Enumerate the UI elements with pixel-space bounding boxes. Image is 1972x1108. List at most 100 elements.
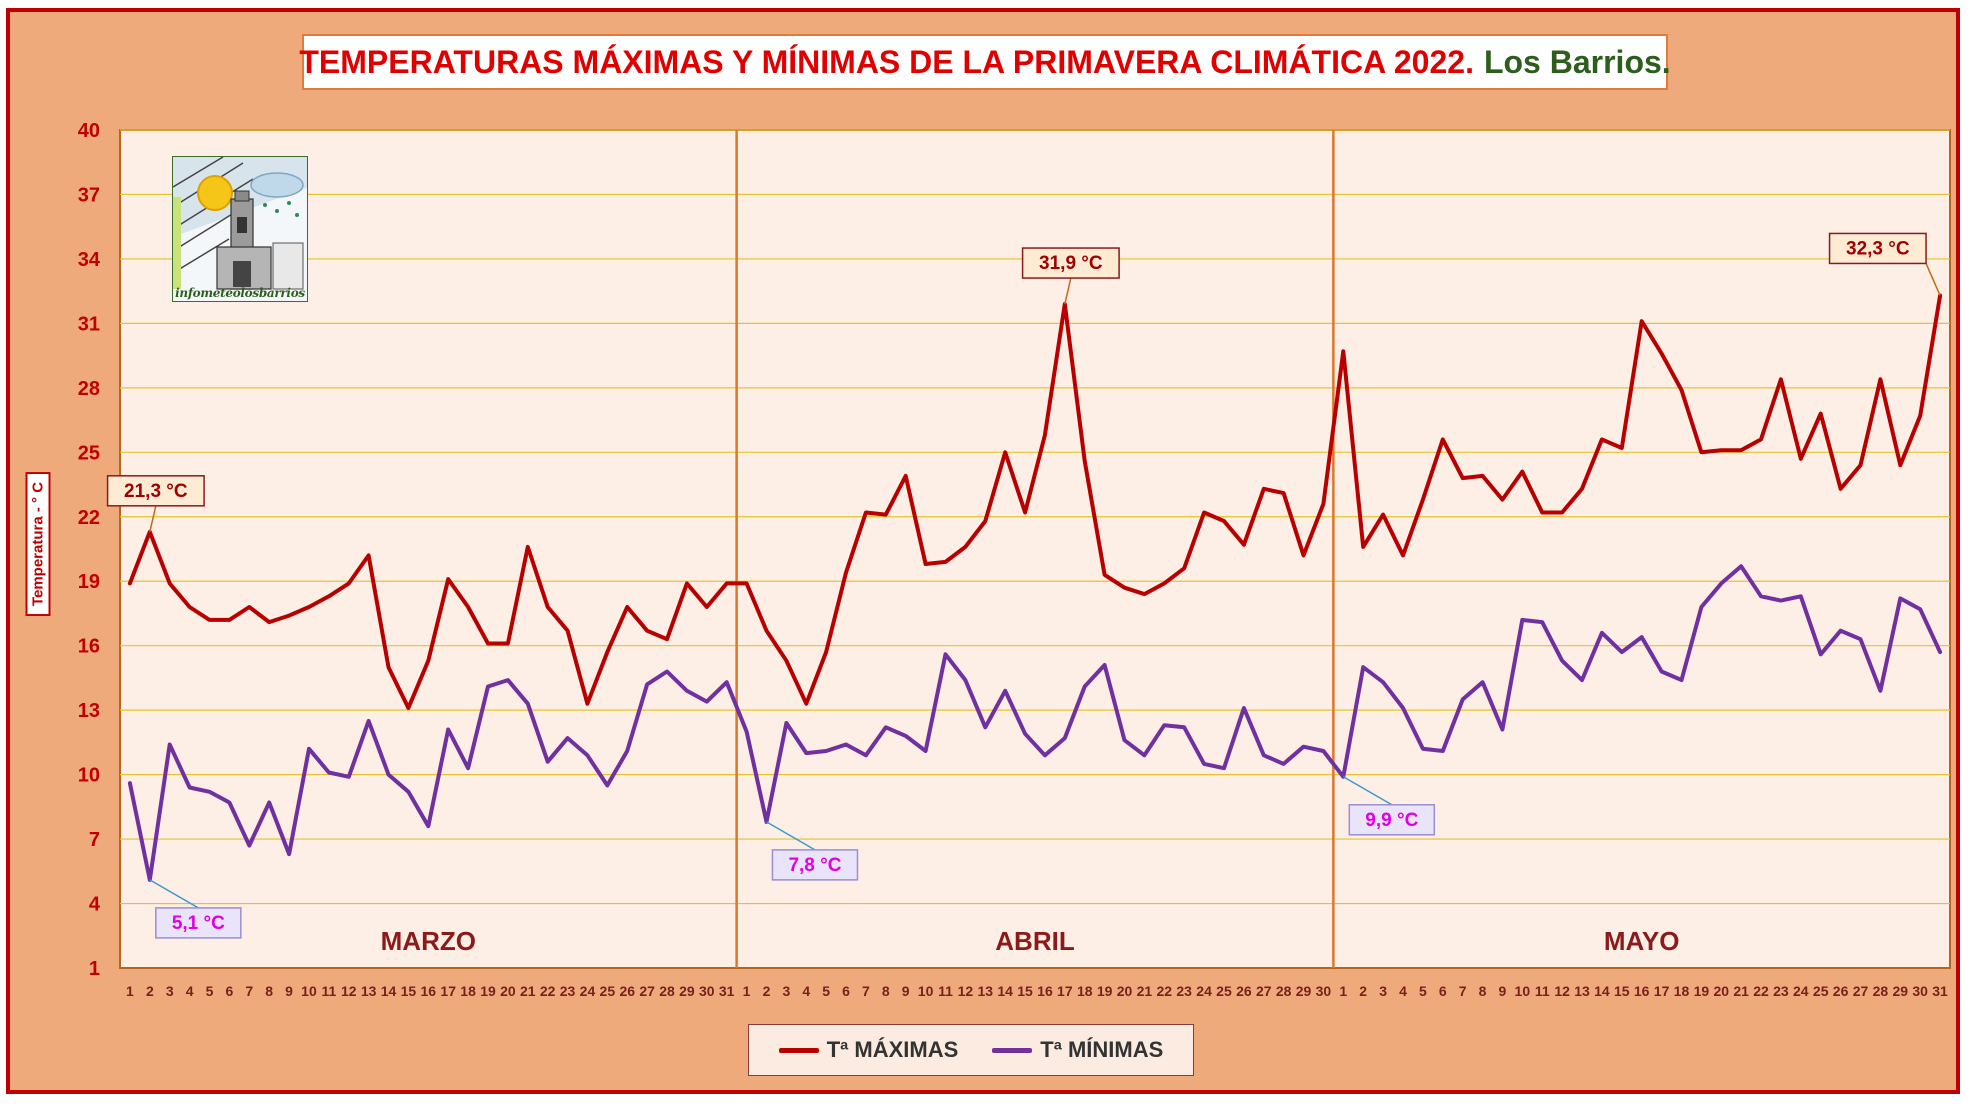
annotation-leader — [149, 879, 199, 909]
x-tick-label: 16 — [1037, 983, 1053, 999]
x-tick-label: 13 — [977, 983, 993, 999]
x-tick-label: 24 — [1793, 983, 1809, 999]
x-tick-label: 6 — [1439, 983, 1447, 999]
x-tick-label: 24 — [1196, 983, 1212, 999]
x-tick-label: 5 — [206, 983, 214, 999]
y-tick-label: 37 — [78, 184, 100, 206]
y-tick-label: 4 — [89, 894, 101, 916]
annotation-box — [771, 849, 859, 881]
x-tick-label: 26 — [619, 983, 635, 999]
annotation-box — [1828, 232, 1927, 265]
x-tick-label: 31 — [719, 983, 735, 999]
y-tick-label: 10 — [78, 765, 100, 787]
x-tick-label: 14 — [997, 983, 1013, 999]
legend-item-min: Tª MÍNIMAS — [992, 1037, 1163, 1063]
logo-image — [173, 157, 307, 301]
x-tick-label: 3 — [166, 983, 174, 999]
x-tick-label: 22 — [540, 983, 556, 999]
x-tick-label: 30 — [1912, 983, 1928, 999]
month-label: ABRIL — [995, 926, 1075, 956]
x-tick-label: 19 — [1694, 983, 1710, 999]
chart-title: TEMPERATURAS MÁXIMAS Y MÍNIMAS DE LA PRI… — [299, 34, 1671, 90]
x-tick-label: 6 — [226, 983, 234, 999]
y-tick-label: 19 — [78, 571, 100, 593]
x-tick-label: 30 — [699, 983, 715, 999]
x-tick-label: 17 — [1057, 983, 1073, 999]
x-tick-label: 1 — [126, 983, 134, 999]
x-tick-label: 7 — [862, 983, 870, 999]
x-tick-label: 10 — [918, 983, 934, 999]
x-tick-label: 2 — [1359, 983, 1367, 999]
legend-label-max: Tª MÁXIMAS — [826, 1037, 959, 1062]
y-tick-label: 22 — [78, 507, 100, 529]
y-tick-label: 1 — [89, 958, 100, 980]
x-tick-label: 8 — [1479, 983, 1487, 999]
y-tick-label: 13 — [78, 700, 100, 722]
y-tick-label: 7 — [89, 829, 100, 851]
x-tick-label: 13 — [1574, 983, 1590, 999]
month-label: MAYO — [1604, 926, 1680, 956]
x-tick-label: 21 — [1733, 983, 1749, 999]
x-tick-label: 30 — [1316, 983, 1332, 999]
x-tick-label: 14 — [381, 983, 397, 999]
x-tick-label: 28 — [659, 983, 675, 999]
x-tick-label: 23 — [1773, 983, 1789, 999]
annotation-box — [1348, 804, 1436, 836]
x-tick-label: 20 — [500, 983, 516, 999]
x-tick-label: 24 — [580, 983, 596, 999]
x-tick-label: 23 — [1176, 983, 1192, 999]
legend-item-max: Tª MÁXIMAS — [778, 1037, 959, 1063]
x-tick-label: 23 — [560, 983, 576, 999]
annotation-box — [106, 475, 205, 507]
x-tick-label: 20 — [1117, 983, 1133, 999]
x-tick-label: 29 — [1892, 983, 1908, 999]
logo-text: infometeolosbarrios — [175, 286, 305, 300]
x-tick-label: 3 — [1379, 983, 1387, 999]
y-tick-label: 40 — [78, 120, 100, 142]
x-tick-label: 26 — [1236, 983, 1252, 999]
x-tick-label: 31 — [1932, 983, 1948, 999]
chart-legend: Tª MÁXIMAS Tª MÍNIMAS — [748, 1024, 1194, 1076]
annotation-label: 9,9 °C — [1365, 810, 1418, 831]
y-tick-label: 34 — [78, 249, 101, 271]
x-tick-label: 1 — [1339, 983, 1347, 999]
x-tick-label: 7 — [245, 983, 253, 999]
x-tick-label: 25 — [600, 983, 616, 999]
x-tick-label: 8 — [265, 983, 273, 999]
x-tick-label: 11 — [321, 983, 336, 999]
y-tick-label: 25 — [78, 442, 100, 464]
x-tick-label: 10 — [301, 983, 317, 999]
x-tick-label: 14 — [1594, 983, 1610, 999]
legend-swatch-min — [992, 1047, 1033, 1053]
x-tick-label: 1 — [743, 983, 751, 999]
x-tick-label: 6 — [842, 983, 850, 999]
x-tick-label: 28 — [1873, 983, 1889, 999]
y-tick-label: 16 — [78, 636, 100, 658]
x-tick-label: 18 — [1077, 983, 1093, 999]
month-label: MARZO — [381, 926, 476, 956]
x-tick-label: 29 — [679, 983, 695, 999]
x-tick-label: 27 — [1853, 983, 1869, 999]
annotation-leader — [1064, 277, 1072, 305]
x-tick-label: 25 — [1216, 983, 1232, 999]
x-tick-label: 16 — [1634, 983, 1650, 999]
x-tick-label: 8 — [882, 983, 890, 999]
annotation-leader — [1342, 776, 1393, 806]
x-tick-label: 21 — [520, 983, 536, 999]
x-tick-label: 25 — [1813, 983, 1829, 999]
x-tick-label: 9 — [902, 983, 910, 999]
x-tick-label: 12 — [958, 983, 974, 999]
x-tick-label: 18 — [460, 983, 476, 999]
annotation-label: 31,9 °C — [1039, 253, 1103, 274]
y-tick-label: 31 — [78, 313, 100, 335]
x-tick-label: 5 — [1419, 983, 1427, 999]
annotation-box — [1021, 247, 1120, 279]
x-tick-label: 12 — [1554, 983, 1570, 999]
x-tick-label: 9 — [285, 983, 293, 999]
x-tick-label: 20 — [1713, 983, 1729, 999]
x-tick-label: 17 — [1654, 983, 1670, 999]
logo: infometeolosbarrios — [172, 156, 308, 302]
x-tick-label: 4 — [1399, 983, 1407, 999]
legend-label-min: Tª MÍNIMAS — [1040, 1037, 1164, 1062]
